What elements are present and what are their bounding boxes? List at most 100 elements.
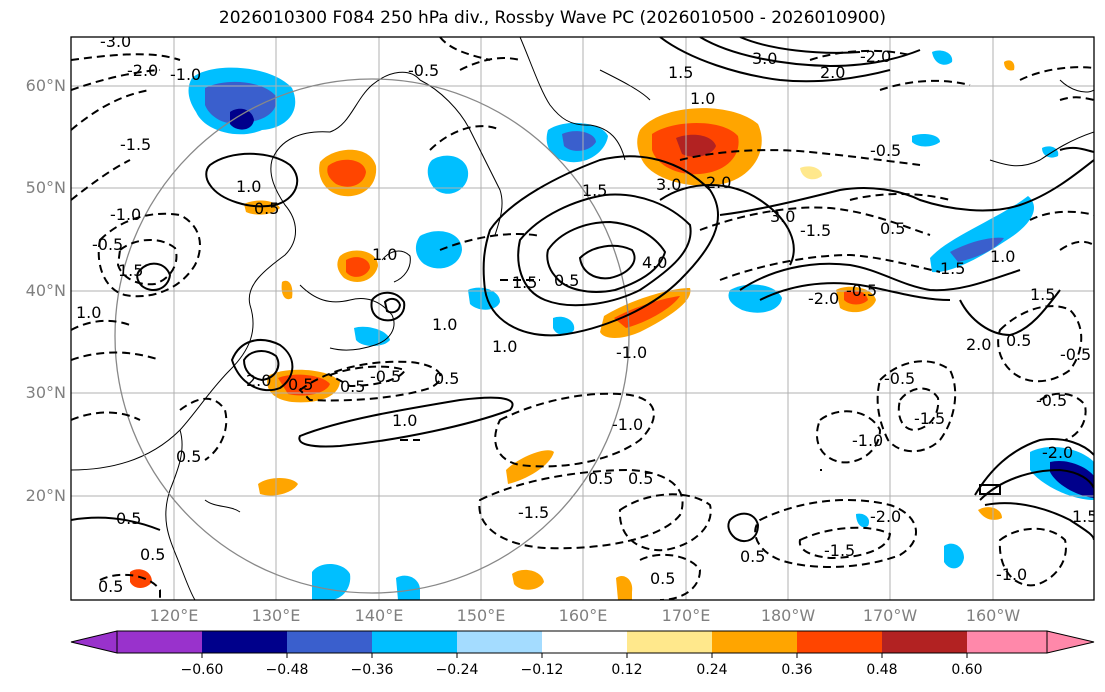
negative-blob	[230, 108, 254, 130]
contour-label: -1.5	[800, 221, 831, 240]
colorbar	[70, 630, 1095, 658]
colorbar-tick-label: 0.36	[781, 662, 813, 678]
contour-label: -2.0	[127, 61, 158, 80]
lon-label: 140°E	[354, 606, 404, 625]
negative-blob	[205, 81, 277, 124]
positive-blob	[258, 478, 298, 496]
colorbar-tick-label: −0.60	[180, 662, 224, 678]
positive-blob	[800, 166, 822, 180]
negative-blob	[396, 575, 420, 600]
contour-label: -1.0	[612, 415, 643, 434]
contour-label: 0.5	[1006, 331, 1031, 350]
negative-blob	[562, 131, 596, 151]
contour-label: -1.0	[110, 205, 141, 224]
contour-label: 1.0	[432, 315, 457, 334]
map-title: 2026010300 F084 250 hPa div., Rossby Wav…	[218, 8, 887, 28]
colorbar-tick-label: −0.48	[265, 662, 309, 678]
lon-label: 160°W	[965, 606, 1021, 625]
contour-label: 0.5	[116, 509, 141, 528]
positive-blob	[1004, 60, 1015, 71]
colorbar-tick-label: −0.12	[520, 662, 564, 678]
lon-label: 180°W	[760, 606, 816, 625]
negative-blob	[912, 134, 940, 147]
contour-label: -1.0	[616, 343, 647, 362]
contour-label: 2.0	[246, 371, 271, 390]
contour-label: 0.5	[650, 569, 675, 588]
contour-label: 1.0	[990, 247, 1015, 266]
contour-label: 0.5	[98, 577, 123, 596]
negative-blob	[1042, 146, 1059, 158]
contour-label: -2.0	[808, 289, 839, 308]
contour-label: 2.0	[820, 63, 845, 82]
contour-label: 1.5	[118, 261, 143, 280]
lon-label: 160°E	[558, 606, 608, 625]
contour-label: 0.5	[254, 199, 279, 218]
contour-label: 0.5	[434, 369, 459, 388]
negative-blob	[856, 513, 870, 528]
contour-label: -1.5	[518, 503, 549, 522]
lon-label: 170°E	[661, 606, 711, 625]
contour-label: 0.5	[588, 469, 613, 488]
contour-label: 1.0	[392, 411, 417, 430]
solid-contours	[71, 37, 1094, 543]
positive-blob	[614, 296, 680, 328]
contour-label: -1.5	[824, 541, 855, 560]
colorbar-tick-label: −0.24	[435, 662, 479, 678]
lat-label: 20°N	[25, 486, 66, 505]
colorbar-swatch	[712, 631, 797, 653]
colorbar-swatch	[457, 631, 542, 653]
contour-label: 1.0	[492, 337, 517, 356]
positive-blob	[281, 280, 293, 300]
negative-blob	[468, 287, 500, 310]
contour-label: 2.0	[966, 335, 991, 354]
colorbar-swatch	[627, 631, 712, 653]
colorbar-swatch	[882, 631, 967, 653]
colorbar-extend-low	[70, 630, 118, 654]
contour-label: -0.5	[846, 281, 877, 300]
positive-blob	[616, 575, 633, 600]
shaded-fields	[130, 50, 1094, 600]
negative-blob	[950, 237, 1004, 262]
contour-label: -3.0	[100, 32, 131, 51]
positive-blob	[130, 569, 152, 588]
contour-label: -1.0	[170, 65, 201, 84]
colorbar-tick-label: 0.12	[611, 662, 643, 678]
contour-label: 1.5	[1030, 285, 1055, 304]
positive-blob	[978, 507, 1002, 520]
colorbar-tick-label: −0.36	[350, 662, 394, 678]
contour-label: 3.0	[770, 207, 795, 226]
positive-blob	[244, 200, 280, 215]
contour-label: -0.5	[92, 235, 123, 254]
positive-blob	[346, 257, 370, 277]
contour-label: -1.5	[914, 409, 945, 428]
contour-label: -1.0	[996, 565, 1027, 584]
contour-label: -0.5	[884, 369, 915, 388]
lat-label: 30°N	[25, 383, 66, 402]
map-frame	[70, 36, 1095, 601]
contour-label: 1.5	[582, 181, 607, 200]
colorbar-tick-label: 0.48	[866, 662, 898, 678]
contour-label: -2.0	[870, 507, 901, 526]
lat-label: 40°N	[25, 281, 66, 300]
contour-label: -1.0	[852, 431, 883, 450]
positive-blob	[512, 569, 544, 590]
colorbar-swatch	[372, 631, 457, 653]
contour-label: 1.5	[512, 273, 537, 292]
lat-label: 60°N	[25, 76, 66, 95]
positive-blob	[506, 450, 554, 484]
coastlines	[71, 37, 1094, 600]
contour-label: 4.0	[642, 253, 667, 272]
lon-label: 130°E	[251, 606, 301, 625]
lon-label: 170°W	[862, 606, 918, 625]
colorbar-swatch	[797, 631, 882, 653]
range-circle	[114, 78, 630, 594]
contour-label: 2.0	[706, 173, 731, 192]
contour-label: -2.0	[860, 47, 891, 66]
negative-blob	[354, 326, 390, 346]
contour-label: -1.5	[120, 135, 151, 154]
contour-label: 0.5	[140, 545, 165, 564]
contour-label: 1.0	[372, 245, 397, 264]
contour-label: 3.0	[656, 175, 681, 194]
contour-label: 0.5	[554, 271, 579, 290]
